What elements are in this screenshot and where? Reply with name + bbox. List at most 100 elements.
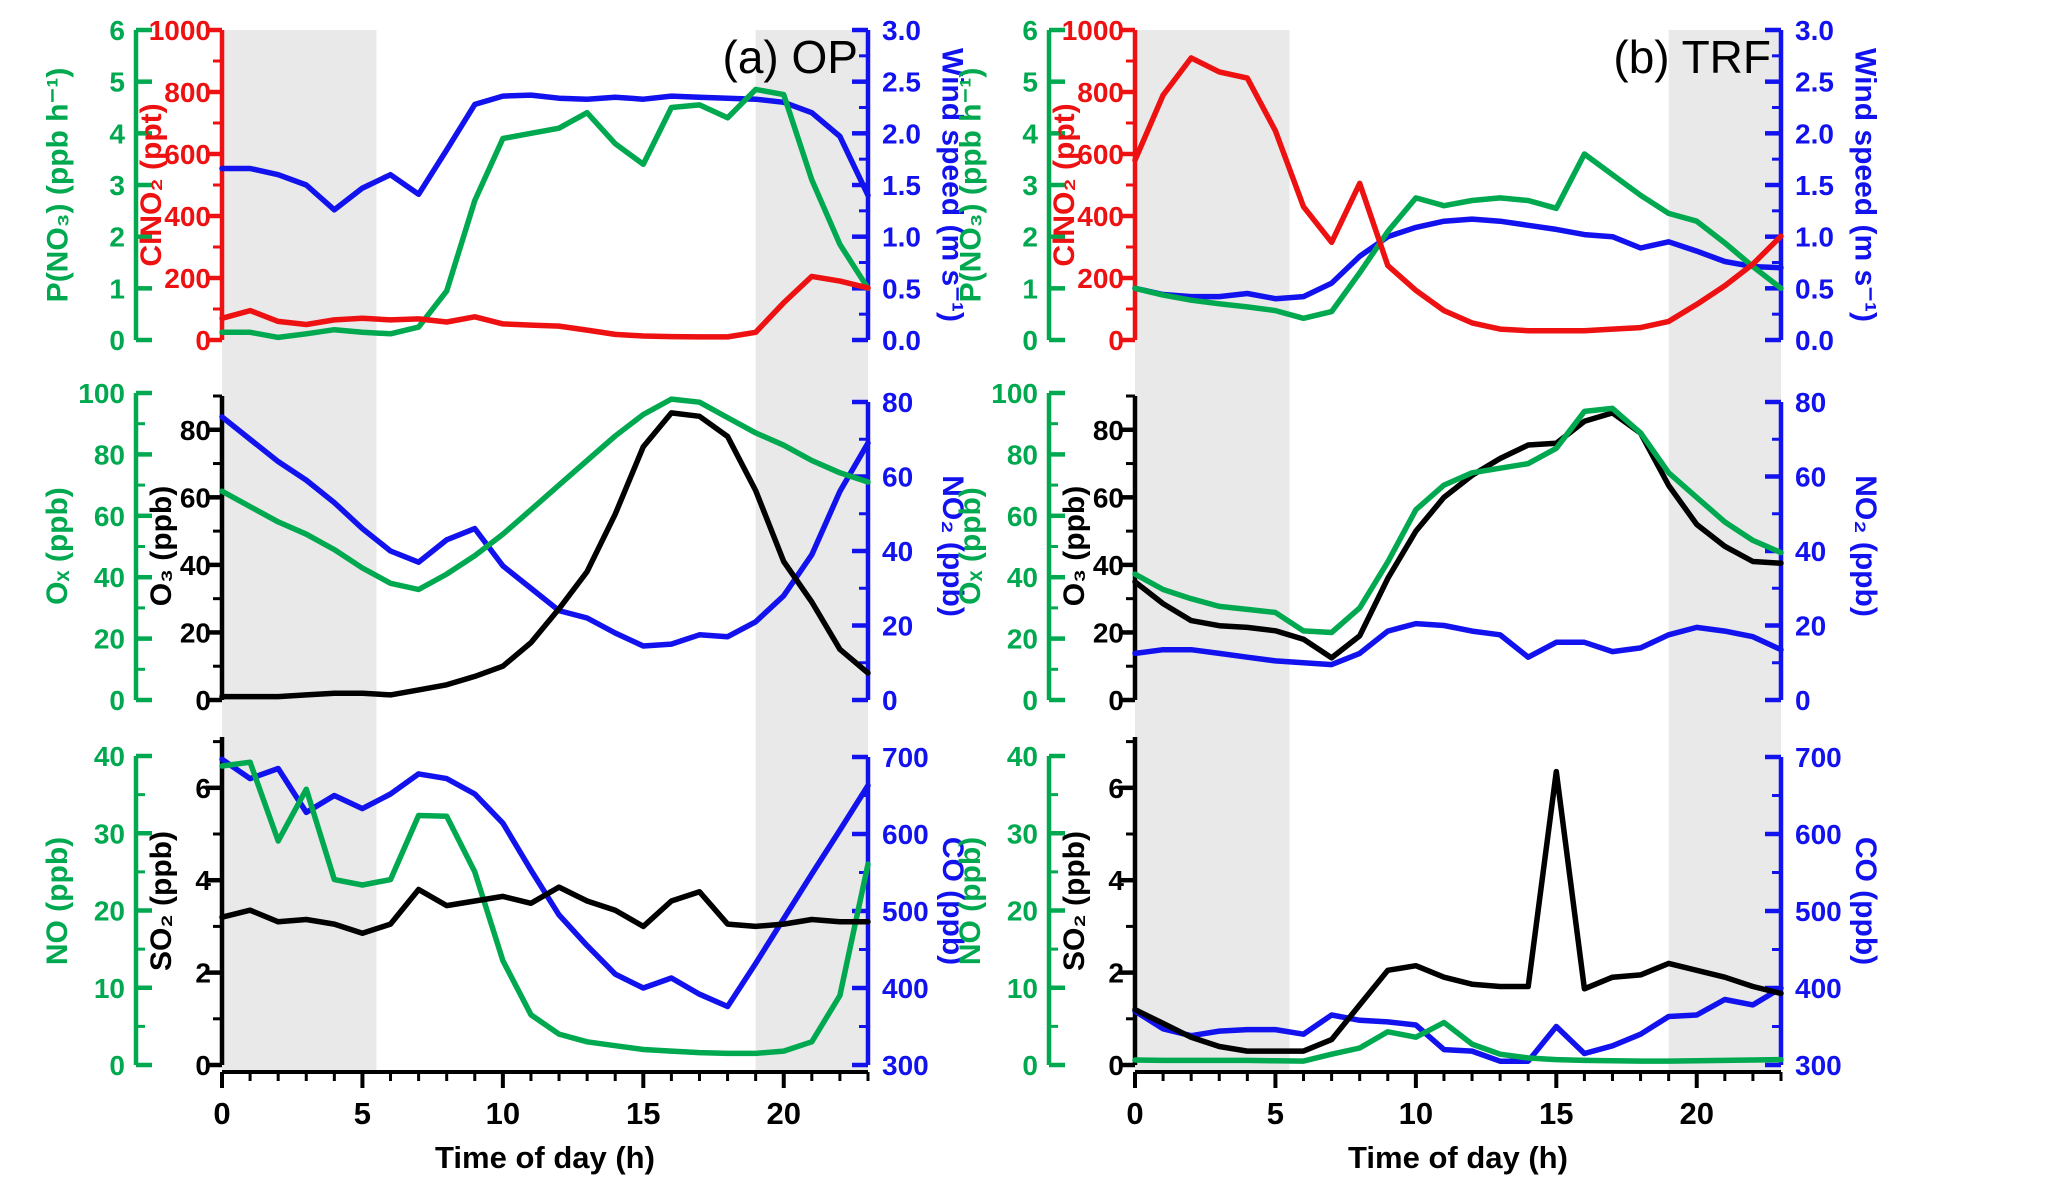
y-tick-label: 20 — [1007, 896, 1038, 927]
y-tick-label: 300 — [882, 1050, 929, 1081]
axis-title-clno2-trf: ClNO₂ (ppt) — [1048, 103, 1081, 267]
y-tick-label: 700 — [1795, 742, 1842, 773]
axis-title-co-trf: CO (ppb) — [1849, 836, 1882, 966]
y-tick-label: 400 — [1795, 973, 1842, 1004]
y-tick-label: 60 — [1795, 462, 1826, 493]
y-tick-label: 0 — [1022, 1050, 1038, 1081]
series-line-trf-mid-NO2 — [1132, 620, 1784, 668]
y-tick-label: 20 — [1007, 624, 1038, 655]
y-tick-label: 0 — [1108, 325, 1124, 356]
x-tick-label: 5 — [354, 1096, 371, 1131]
y-tick-label: 0 — [1108, 685, 1124, 716]
y-tick-label: 20 — [1093, 617, 1124, 648]
y-tick-label: 600 — [1795, 819, 1842, 850]
axis-title-so2-op: SO₂ (ppb) — [145, 831, 178, 971]
y-tick-label: 40 — [1093, 550, 1124, 581]
series-line-trf-top-Wind speed — [1132, 216, 1784, 302]
y-tick-label: 2.5 — [882, 67, 921, 98]
y-tick-label: 40 — [882, 536, 913, 567]
y-tick-label: 0.5 — [882, 273, 921, 304]
y-tick-label: 6 — [109, 15, 125, 46]
y-tick-label: 3.0 — [882, 15, 921, 46]
y-tick-label: 10 — [94, 973, 125, 1004]
series-line-op-top-Wind speed — [219, 92, 871, 213]
y-tick-label: 100 — [78, 378, 125, 409]
y-tick-label: 700 — [882, 742, 929, 773]
y-tick-label: 60 — [882, 462, 913, 493]
series-line-op-mid-O3 — [219, 410, 871, 700]
axis-title-wind-trf: Wind speed (m s⁻¹) — [1848, 48, 1882, 322]
y-tick-label: 0 — [1022, 685, 1038, 716]
y-tick-label: 100 — [991, 378, 1038, 409]
y-tick-label: 80 — [1795, 387, 1826, 418]
x-tick-label: 15 — [626, 1096, 660, 1131]
x-tick-label: 20 — [1679, 1096, 1713, 1131]
y-tick-label: 20 — [94, 896, 125, 927]
y-tick-label: 1 — [1022, 273, 1038, 304]
y-tick-label: 80 — [1007, 439, 1038, 470]
axis-title-no2-trf: NO₂ (ppb) — [1849, 475, 1882, 617]
y-tick-label: 40 — [180, 550, 211, 581]
y-tick-label: 400 — [1077, 201, 1124, 232]
night-shading-band — [1668, 30, 1781, 1072]
y-tick-label: 40 — [94, 741, 125, 772]
y-tick-label: 5 — [109, 67, 125, 98]
y-tick-label: 0 — [1795, 685, 1811, 716]
series-line-trf-bottom-CO — [1132, 985, 1784, 1064]
y-tick-label: 1.0 — [882, 222, 921, 253]
y-tick-label: 4 — [195, 865, 211, 896]
series-line-trf-bottom-SO2 — [1132, 768, 1784, 1054]
y-tick-label: 300 — [1795, 1050, 1842, 1081]
series-line-op-bottom-SO2 — [219, 884, 871, 937]
x-tick-label: 5 — [1267, 1096, 1284, 1131]
y-tick-label: 30 — [94, 818, 125, 849]
x-axis-title-trf: Time of day (h) — [1348, 1140, 1568, 1175]
y-tick-label: 20 — [882, 611, 913, 642]
y-tick-label: 0.0 — [882, 325, 921, 356]
y-tick-label: 40 — [94, 562, 125, 593]
y-tick-label: 0 — [882, 685, 898, 716]
series-line-op-mid-Ox — [219, 396, 871, 593]
y-tick-label: 60 — [94, 501, 125, 532]
y-tick-label: 500 — [1795, 896, 1842, 927]
series-line-op-mid-NO2 — [219, 414, 871, 649]
night-shading-band — [222, 30, 377, 1072]
y-tick-label: 400 — [882, 973, 929, 1004]
y-tick-label: 40 — [1007, 741, 1038, 772]
x-tick-label: 0 — [1126, 1096, 1143, 1131]
y-tick-label: 2 — [195, 958, 211, 989]
y-tick-label: 40 — [1007, 562, 1038, 593]
y-tick-label: 1 — [109, 273, 125, 304]
y-tick-label: 80 — [1093, 415, 1124, 446]
axis-title-o3-op: O₃ (ppb) — [145, 485, 178, 607]
y-tick-label: 6 — [1022, 15, 1038, 46]
y-tick-label: 5 — [1022, 67, 1038, 98]
y-tick-label: 60 — [1007, 501, 1038, 532]
y-tick-label: 0.5 — [1795, 273, 1834, 304]
y-tick-label: 20 — [180, 617, 211, 648]
y-tick-label: 2 — [109, 222, 125, 253]
y-tick-label: 1.5 — [882, 170, 921, 201]
y-tick-label: 600 — [882, 819, 929, 850]
series-line-trf-bottom-NO — [1132, 1019, 1784, 1064]
y-tick-label: 2.0 — [1795, 118, 1834, 149]
y-tick-label: 1.5 — [1795, 170, 1834, 201]
x-tick-label: 15 — [1539, 1096, 1573, 1131]
series-line-op-bottom-NO — [219, 759, 871, 1057]
y-tick-label: 0 — [109, 685, 125, 716]
x-tick-label: 10 — [1399, 1096, 1433, 1131]
y-tick-label: 4 — [1108, 865, 1124, 896]
y-tick-label: 500 — [882, 896, 929, 927]
y-tick-label: 60 — [1093, 482, 1124, 513]
axis-title-so2-trf: SO₂ (ppb) — [1058, 831, 1091, 971]
y-tick-label: 40 — [1795, 536, 1826, 567]
axis-title-no-trf: NO (ppb) — [954, 836, 987, 966]
y-tick-label: 1000 — [149, 15, 211, 46]
axis-title-o3-trf: O₃ (ppb) — [1058, 485, 1091, 607]
y-tick-label: 0 — [195, 1050, 211, 1081]
axis-title-clno2-op: ClNO₂ (ppt) — [135, 103, 168, 267]
y-tick-label: 10 — [1007, 973, 1038, 1004]
series-line-op-top-ClNO2 — [219, 273, 871, 340]
